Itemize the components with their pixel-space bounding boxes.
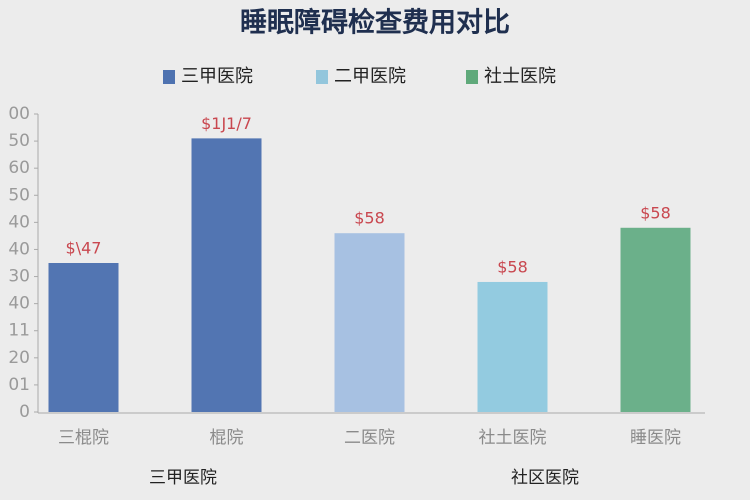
bar — [191, 138, 262, 412]
y-tick-label: 30 — [8, 267, 30, 287]
bar-annotation: $\47 — [66, 239, 102, 258]
bar-annotation: $1J1/7 — [201, 114, 252, 133]
bar — [477, 281, 548, 412]
bar-annotation: $58 — [354, 209, 385, 228]
y-tick-label: 60 — [8, 158, 30, 178]
x-tick-label: 睡医院 — [630, 428, 681, 448]
y-tick-label: 20 — [8, 348, 30, 368]
legend-swatch — [316, 70, 328, 84]
legend-label: 二甲医院 — [334, 66, 406, 87]
legend-label: 社士医院 — [484, 66, 556, 87]
bar — [48, 263, 119, 412]
x-tick-label: 社土医院 — [479, 428, 547, 448]
x-tick-label: 三棍院 — [58, 428, 109, 448]
y-tick-label: 0 — [19, 402, 30, 422]
bar — [620, 227, 691, 412]
legend-swatch — [466, 70, 478, 84]
y-tick-label: 40 — [8, 239, 30, 259]
group-label: 三甲医院 — [149, 468, 217, 488]
legend-label: 三甲医院 — [181, 66, 253, 87]
x-tick-label: 二医院 — [344, 428, 395, 448]
x-tick-label: 棍院 — [210, 428, 244, 448]
bar — [334, 233, 405, 412]
y-tick-label: 01 — [8, 375, 30, 395]
bar-annotation: $58 — [497, 257, 528, 276]
group-label: 社区医院 — [511, 468, 579, 488]
y-tick-label: 11 — [8, 321, 30, 341]
bar-annotation: $58 — [640, 203, 671, 222]
y-tick-label: 40 — [8, 212, 30, 232]
y-tick-label: 50 — [8, 131, 30, 151]
y-tick-label: 00 — [8, 104, 30, 124]
legend-swatch — [163, 70, 175, 84]
y-tick-label: 40 — [8, 294, 30, 314]
y-tick-label: 50 — [8, 185, 30, 205]
chart-title: 睡眠障碍检查费用对比 — [240, 7, 510, 39]
